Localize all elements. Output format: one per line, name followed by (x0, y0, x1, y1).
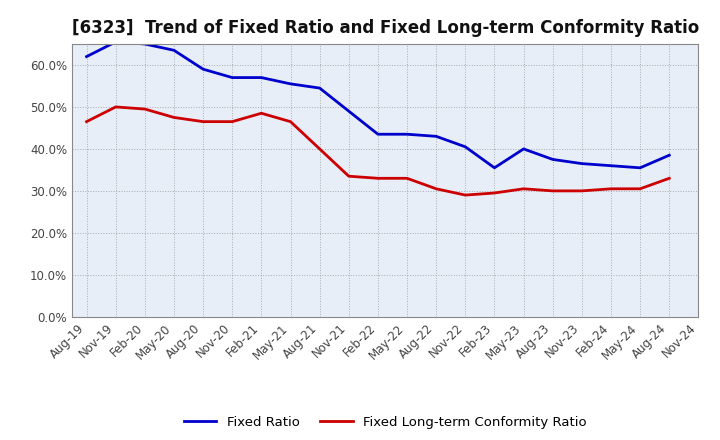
Fixed Ratio (432, 134, 441, 139)
Fixed Ratio (461, 144, 469, 150)
Title: [6323]  Trend of Fixed Ratio and Fixed Long-term Conformity Ratio: [6323] Trend of Fixed Ratio and Fixed Lo… (71, 19, 699, 37)
Fixed Long-term Conformity Ratio (315, 146, 324, 151)
Fixed Ratio (519, 146, 528, 151)
Fixed Ratio (344, 109, 353, 114)
Fixed Long-term Conformity Ratio (577, 188, 586, 194)
Fixed Long-term Conformity Ratio (607, 186, 616, 191)
Fixed Long-term Conformity Ratio (228, 119, 237, 124)
Fixed Long-term Conformity Ratio (519, 186, 528, 191)
Fixed Ratio (607, 163, 616, 169)
Fixed Long-term Conformity Ratio (170, 115, 179, 120)
Fixed Long-term Conformity Ratio (257, 110, 266, 116)
Fixed Ratio (257, 75, 266, 80)
Fixed Long-term Conformity Ratio (199, 119, 207, 124)
Fixed Ratio (286, 81, 294, 87)
Line: Fixed Ratio: Fixed Ratio (86, 42, 670, 168)
Fixed Ratio (315, 85, 324, 91)
Fixed Long-term Conformity Ratio (140, 106, 149, 112)
Fixed Ratio (112, 39, 120, 44)
Fixed Ratio (170, 48, 179, 53)
Fixed Ratio (374, 132, 382, 137)
Fixed Long-term Conformity Ratio (112, 104, 120, 110)
Fixed Long-term Conformity Ratio (344, 173, 353, 179)
Fixed Ratio (199, 66, 207, 72)
Fixed Long-term Conformity Ratio (374, 176, 382, 181)
Line: Fixed Long-term Conformity Ratio: Fixed Long-term Conformity Ratio (86, 107, 670, 195)
Fixed Long-term Conformity Ratio (665, 176, 674, 181)
Fixed Ratio (140, 41, 149, 47)
Fixed Ratio (577, 161, 586, 166)
Fixed Ratio (549, 157, 557, 162)
Fixed Ratio (636, 165, 644, 170)
Fixed Long-term Conformity Ratio (636, 186, 644, 191)
Fixed Ratio (402, 132, 411, 137)
Fixed Ratio (228, 75, 237, 80)
Fixed Long-term Conformity Ratio (82, 119, 91, 124)
Fixed Long-term Conformity Ratio (432, 186, 441, 191)
Fixed Long-term Conformity Ratio (490, 191, 499, 196)
Fixed Long-term Conformity Ratio (286, 119, 294, 124)
Fixed Long-term Conformity Ratio (402, 176, 411, 181)
Fixed Long-term Conformity Ratio (461, 192, 469, 198)
Fixed Long-term Conformity Ratio (549, 188, 557, 194)
Legend: Fixed Ratio, Fixed Long-term Conformity Ratio: Fixed Ratio, Fixed Long-term Conformity … (179, 411, 592, 434)
Fixed Ratio (665, 153, 674, 158)
Fixed Ratio (82, 54, 91, 59)
Fixed Ratio (490, 165, 499, 170)
